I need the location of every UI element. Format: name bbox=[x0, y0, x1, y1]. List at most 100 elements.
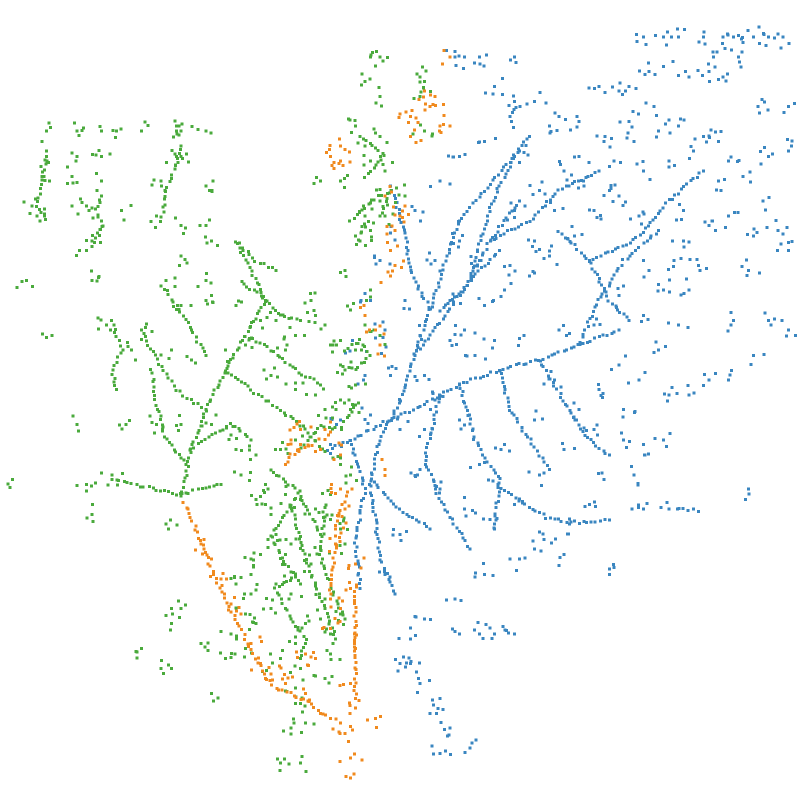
data-point bbox=[701, 73, 705, 77]
data-point bbox=[492, 526, 496, 530]
data-point bbox=[630, 251, 634, 255]
data-point bbox=[243, 556, 247, 559]
data-point bbox=[164, 279, 168, 283]
data-point bbox=[308, 512, 312, 516]
data-point bbox=[161, 429, 164, 433]
data-point bbox=[369, 201, 373, 205]
data-point bbox=[729, 155, 733, 159]
data-point bbox=[647, 268, 651, 272]
data-point bbox=[252, 616, 256, 620]
data-point bbox=[657, 229, 661, 232]
data-point bbox=[112, 380, 116, 384]
data-point bbox=[198, 539, 202, 543]
data-point bbox=[600, 283, 603, 287]
data-point bbox=[434, 491, 438, 495]
data-point bbox=[340, 503, 344, 506]
data-point bbox=[281, 582, 285, 586]
data-point bbox=[554, 537, 558, 541]
data-point bbox=[333, 617, 337, 621]
data-point bbox=[36, 200, 40, 203]
data-point bbox=[564, 236, 567, 240]
data-point bbox=[378, 558, 382, 562]
data-point bbox=[185, 261, 189, 265]
data-point bbox=[649, 234, 653, 238]
data-point bbox=[495, 187, 499, 191]
data-point bbox=[622, 408, 626, 412]
data-point bbox=[226, 360, 230, 363]
data-point bbox=[216, 243, 220, 247]
data-point bbox=[763, 100, 766, 104]
data-point bbox=[144, 322, 148, 326]
data-point bbox=[671, 264, 675, 268]
data-point bbox=[479, 376, 483, 380]
data-point bbox=[358, 582, 361, 586]
data-point bbox=[391, 160, 394, 164]
data-point bbox=[763, 145, 767, 149]
data-point bbox=[620, 264, 624, 267]
data-point bbox=[211, 699, 215, 703]
data-point bbox=[448, 124, 452, 128]
data-point bbox=[402, 307, 406, 310]
data-point bbox=[364, 139, 368, 143]
data-point bbox=[356, 573, 360, 577]
data-point bbox=[277, 585, 281, 589]
data-point bbox=[612, 330, 616, 334]
data-point bbox=[324, 572, 328, 576]
data-point bbox=[420, 295, 424, 298]
data-point bbox=[271, 598, 275, 602]
data-point bbox=[353, 599, 357, 603]
data-point bbox=[352, 689, 356, 693]
data-point bbox=[527, 238, 531, 242]
data-point bbox=[583, 434, 587, 437]
data-point bbox=[330, 513, 334, 517]
data-point bbox=[285, 608, 289, 612]
data-point bbox=[373, 322, 377, 326]
data-point bbox=[741, 41, 745, 44]
data-point bbox=[432, 296, 435, 300]
data-point bbox=[150, 183, 154, 187]
data-point bbox=[357, 411, 361, 414]
data-point bbox=[344, 351, 347, 355]
data-point bbox=[170, 173, 174, 177]
data-point bbox=[407, 257, 411, 261]
data-point bbox=[312, 673, 316, 677]
data-point bbox=[528, 184, 532, 187]
data-point bbox=[537, 530, 541, 534]
data-point bbox=[118, 338, 121, 342]
data-point bbox=[111, 129, 115, 133]
data-point bbox=[621, 92, 625, 96]
data-point bbox=[183, 226, 187, 230]
data-point bbox=[424, 465, 428, 469]
data-point bbox=[206, 641, 210, 645]
data-point bbox=[425, 318, 429, 322]
data-point bbox=[485, 460, 489, 464]
data-point bbox=[283, 348, 287, 352]
data-point bbox=[375, 726, 379, 730]
data-point bbox=[330, 350, 334, 354]
data-point bbox=[454, 324, 458, 328]
data-point bbox=[39, 211, 43, 214]
data-point bbox=[77, 248, 81, 252]
data-point bbox=[378, 55, 382, 59]
data-point bbox=[378, 554, 382, 558]
data-point bbox=[185, 396, 189, 400]
data-point bbox=[438, 179, 442, 183]
data-point bbox=[662, 438, 665, 442]
data-point bbox=[201, 346, 205, 350]
data-point bbox=[667, 507, 671, 511]
data-point bbox=[472, 628, 476, 632]
data-point bbox=[233, 618, 237, 621]
data-point bbox=[227, 608, 230, 612]
data-point bbox=[458, 418, 462, 422]
data-point bbox=[172, 305, 176, 309]
data-point bbox=[195, 335, 198, 339]
data-point bbox=[292, 505, 296, 509]
data-point bbox=[508, 264, 512, 267]
data-point bbox=[182, 231, 186, 235]
data-point bbox=[291, 717, 295, 721]
data-point bbox=[347, 504, 351, 508]
data-point bbox=[642, 507, 646, 511]
data-point bbox=[186, 459, 190, 463]
data-point bbox=[300, 595, 304, 599]
data-point bbox=[564, 118, 568, 121]
